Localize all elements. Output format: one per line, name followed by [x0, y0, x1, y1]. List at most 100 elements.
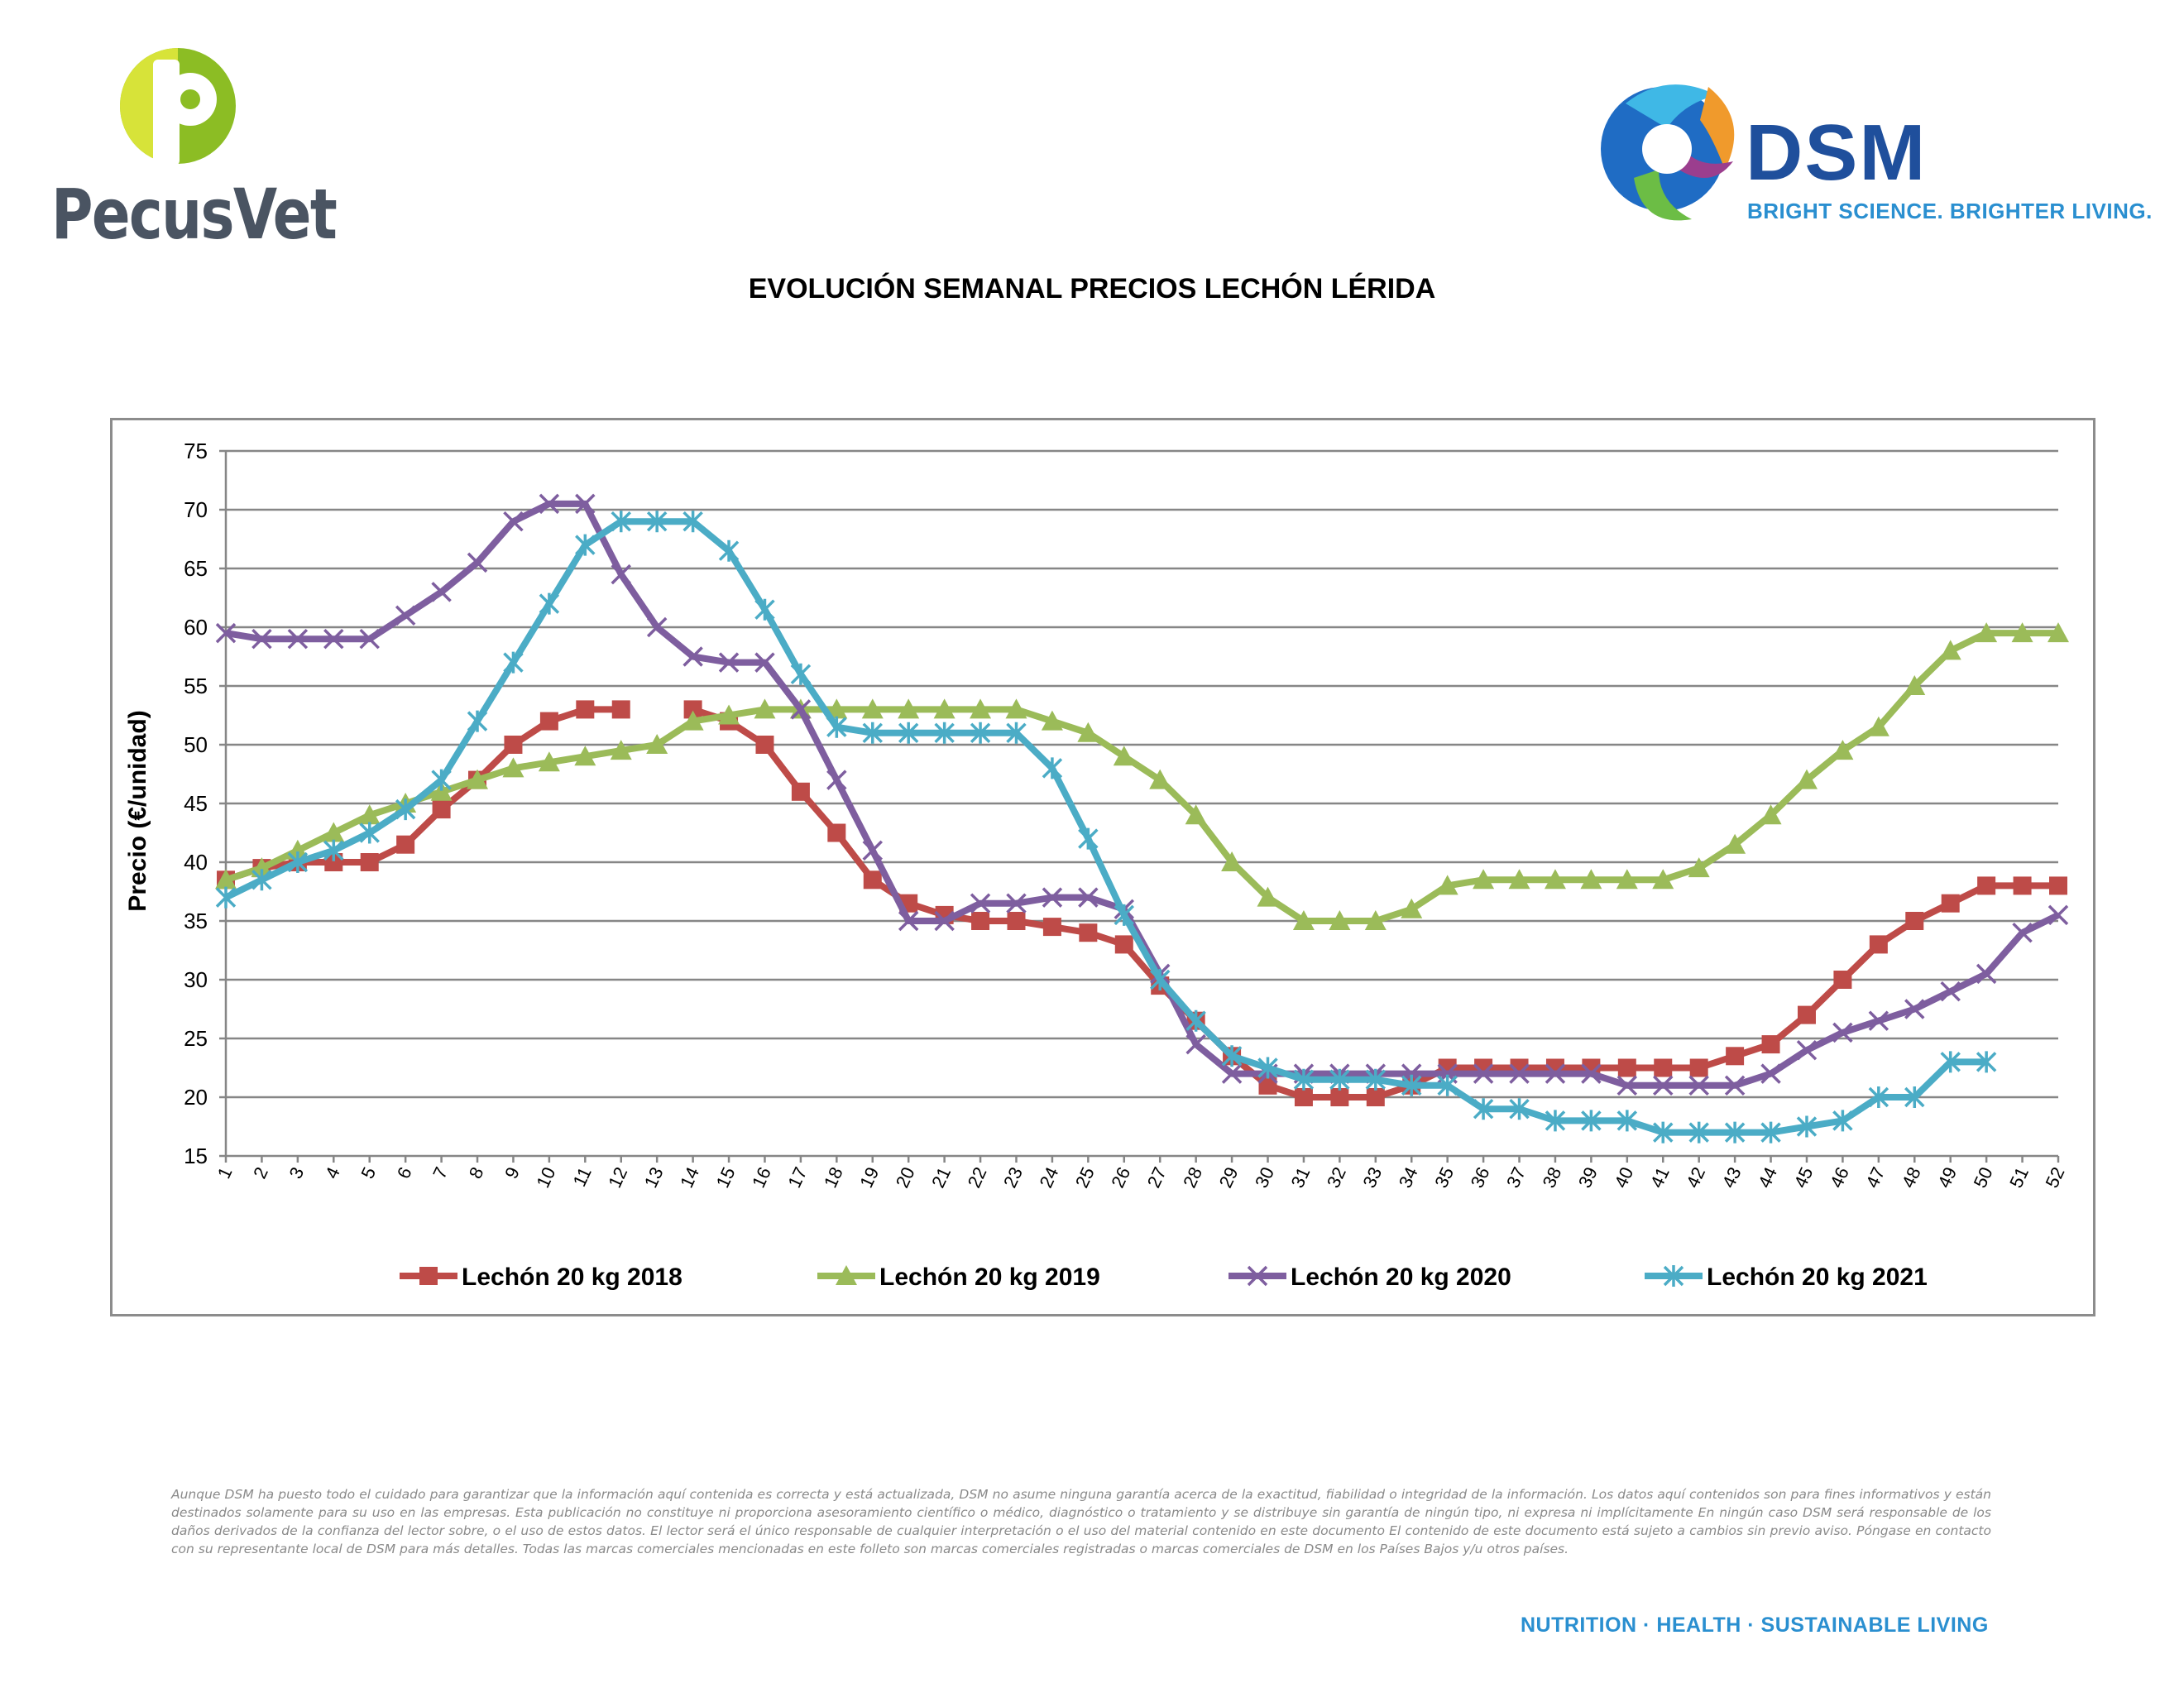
- data-point: [1185, 804, 1207, 825]
- data-point: [1366, 1088, 1385, 1106]
- x-tick-label: 44: [1754, 1164, 1781, 1192]
- data-point: [1079, 923, 1098, 942]
- data-point: [539, 592, 560, 615]
- data-point: [827, 823, 846, 842]
- data-point: [395, 798, 416, 821]
- data-point: [862, 840, 884, 861]
- series-line-3: [225, 500, 2060, 1089]
- x-tick-label: 33: [1358, 1164, 1386, 1192]
- x-tick-label: 30: [1251, 1164, 1278, 1192]
- data-point: [1868, 1086, 1889, 1108]
- data-point: [1581, 1110, 1602, 1132]
- data-point: [538, 751, 560, 772]
- data-point: [1401, 898, 1423, 918]
- data-point: [215, 622, 237, 644]
- x-tick-label: 21: [927, 1164, 955, 1192]
- x-tick-label: 50: [1970, 1164, 1997, 1192]
- y-tick-label: 45: [184, 791, 208, 816]
- data-point: [1545, 1063, 1566, 1084]
- data-point: [1904, 1086, 1925, 1108]
- x-tick-label: 38: [1538, 1164, 1565, 1192]
- data-point: [754, 598, 775, 621]
- data-point: [359, 822, 380, 844]
- data-point: [1654, 1058, 1673, 1077]
- data-point: [1364, 910, 1387, 930]
- data-point: [2012, 922, 2033, 943]
- x-tick-label: 18: [820, 1164, 847, 1192]
- data-point: [1796, 1039, 1818, 1061]
- data-point: [1041, 710, 1063, 731]
- data-point: [1077, 722, 1099, 742]
- data-point: [430, 780, 453, 801]
- data-point: [863, 870, 882, 890]
- y-tick-label: 75: [184, 439, 208, 463]
- data-point: [682, 710, 704, 731]
- data-point: [1795, 769, 1818, 789]
- data-point: [971, 912, 990, 930]
- data-point: [790, 663, 812, 685]
- data-point: [1006, 893, 1027, 914]
- data-point: [215, 869, 237, 890]
- legend: Lechón 20 kg 2018 Lechón 20 kg 2019 Lechón…: [400, 1264, 1928, 1291]
- x-tick-label: 11: [569, 1164, 596, 1190]
- data-point: [1688, 1121, 1709, 1144]
- data-point: [1868, 1010, 1889, 1031]
- x-tick-label: 17: [783, 1164, 811, 1192]
- series-line-4: [224, 518, 1987, 1136]
- y-tick-labels: 15 20 25 30 35 40 45 50 55 60 65 70 75: [184, 439, 208, 1168]
- data-point: [1509, 1063, 1530, 1084]
- x-tick-label: 26: [1107, 1164, 1134, 1192]
- x-tick-label: 31: [1286, 1164, 1314, 1192]
- data-point: [1832, 740, 1854, 760]
- data-point: [1616, 869, 1638, 890]
- data-point: [575, 493, 596, 515]
- data-point: [1760, 1121, 1781, 1144]
- x-tick-label: 51: [2005, 1164, 2033, 1192]
- data-point: [1760, 804, 1782, 825]
- series-line-2: [224, 630, 2058, 924]
- data-point: [1832, 1110, 1853, 1132]
- data-point: [1113, 746, 1135, 766]
- data-point: [1724, 1121, 1746, 1144]
- x-tick-label: 24: [1035, 1164, 1062, 1192]
- x-tick-label: 19: [855, 1164, 883, 1192]
- data-point: [718, 704, 740, 725]
- dsm-tagline: BRIGHT SCIENCE. BRIGHTER LIVING.: [1747, 199, 2153, 223]
- x-tick-label: 42: [1682, 1164, 1709, 1192]
- data-point: [1294, 1088, 1313, 1106]
- x-tick-label: 36: [1467, 1164, 1494, 1192]
- data-point: [1508, 869, 1530, 890]
- x-tick-label: 7: [429, 1164, 452, 1182]
- data-point: [359, 628, 380, 650]
- data-point: [1760, 1063, 1781, 1084]
- data-point: [395, 605, 416, 626]
- data-point: [1581, 1063, 1602, 1084]
- data-point: [1904, 999, 1925, 1019]
- data-point: [1904, 675, 1926, 695]
- data-point: [1941, 894, 1960, 913]
- data-point: [934, 722, 955, 744]
- data-point: [1616, 1075, 1638, 1096]
- data-point: [1797, 1005, 1816, 1024]
- legend-label: Lechón 20 kg 2018: [462, 1264, 682, 1291]
- data-point: [431, 582, 452, 602]
- data-point: [1940, 981, 1961, 1002]
- data-point: [1761, 1035, 1780, 1054]
- data-point: [611, 511, 631, 533]
- data-point: [1078, 827, 1099, 850]
- data-point: [861, 698, 884, 719]
- data-point: [1509, 1098, 1530, 1120]
- data-point: [396, 835, 415, 854]
- data-point: [826, 716, 847, 738]
- data-point: [1436, 875, 1458, 895]
- x-tick-label: 37: [1502, 1164, 1530, 1192]
- y-tick-label: 50: [184, 732, 208, 757]
- dsm-wordmark: DSM: [1746, 108, 1928, 197]
- data-point: [1726, 1047, 1745, 1066]
- data-point: [611, 700, 630, 719]
- data-point: [1185, 1033, 1206, 1055]
- pecusvet-logo: [120, 48, 236, 165]
- data-point: [1832, 1022, 1853, 1043]
- data-point: [611, 563, 631, 585]
- legend-item-3: Lechón 20 kg 2020: [1228, 1264, 1511, 1291]
